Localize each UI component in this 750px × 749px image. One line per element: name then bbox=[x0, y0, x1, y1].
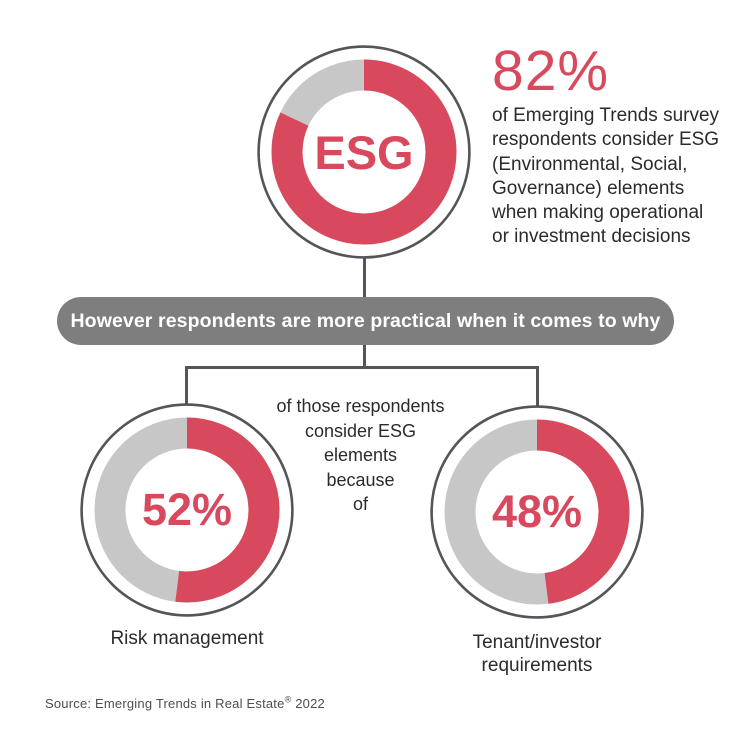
source-text: Source: Emerging Trends in Real Estate bbox=[45, 696, 285, 711]
connector-branch-to-right-donut bbox=[536, 366, 539, 410]
connector-top-donut-to-banner bbox=[363, 252, 366, 298]
tenant-investor-caption: Tenant/investor requirements bbox=[429, 631, 645, 677]
banner-pill: However respondents are more practical w… bbox=[57, 297, 674, 345]
risk-management-donut-svg bbox=[80, 403, 294, 617]
registered-trademark-symbol: ® bbox=[284, 694, 292, 705]
esg-stat-description-line: when making operational bbox=[492, 202, 704, 224]
connector-branch-to-left-donut bbox=[185, 366, 188, 408]
risk-management-caption: Risk management bbox=[110, 628, 264, 649]
middle-note: of those respondents consider ESG elemen… bbox=[258, 394, 463, 517]
risk-management-donut-chart: 52% bbox=[79, 402, 295, 618]
esg-donut-svg bbox=[257, 45, 471, 259]
esg-stat-description-line: respondents consider ESG bbox=[492, 129, 720, 151]
esg-stat-description-line: of Emerging Trends survey bbox=[492, 105, 720, 126]
donut-value-arc bbox=[271, 59, 457, 245]
tenant-investor-caption-line: Tenant/investor bbox=[472, 632, 602, 653]
esg-stat-description-line: (Environmental, Social, bbox=[492, 153, 688, 175]
middle-note-line: elements bbox=[323, 445, 398, 465]
risk-management-stat: 52% bbox=[141, 484, 233, 535]
tenant-investor-donut-svg bbox=[430, 405, 644, 619]
esg-stat-description-line: Governance) elements bbox=[492, 177, 685, 199]
middle-note-line: of those respondents bbox=[276, 396, 445, 416]
esg-stat-description: of Emerging Trends survey respondents co… bbox=[492, 104, 719, 250]
tenant-investor-stat: 48% bbox=[491, 486, 583, 537]
esg-stat-value: 82% bbox=[492, 39, 610, 103]
middle-note-line: consider ESG bbox=[304, 420, 417, 441]
esg-center-label: ESG bbox=[314, 125, 414, 179]
donut-value-arc bbox=[444, 419, 630, 605]
esg-donut-chart: ESG bbox=[256, 44, 472, 260]
donut-value-arc bbox=[94, 417, 280, 603]
connector-branch-horizontal bbox=[185, 366, 539, 369]
tenant-investor-caption-line: requirements bbox=[481, 655, 593, 676]
esg-stat-description-line: or investment decisions bbox=[492, 226, 691, 248]
middle-note-line: because bbox=[326, 469, 395, 490]
tenant-investor-donut-chart: 48% bbox=[429, 404, 645, 620]
source-year: 2022 bbox=[291, 696, 325, 711]
banner-text: However respondents are more practical w… bbox=[70, 309, 661, 332]
connector-banner-to-branch bbox=[363, 345, 366, 369]
middle-note-line: of bbox=[352, 494, 368, 514]
source-note: Source: Emerging Trends in Real Estate® … bbox=[45, 694, 325, 711]
